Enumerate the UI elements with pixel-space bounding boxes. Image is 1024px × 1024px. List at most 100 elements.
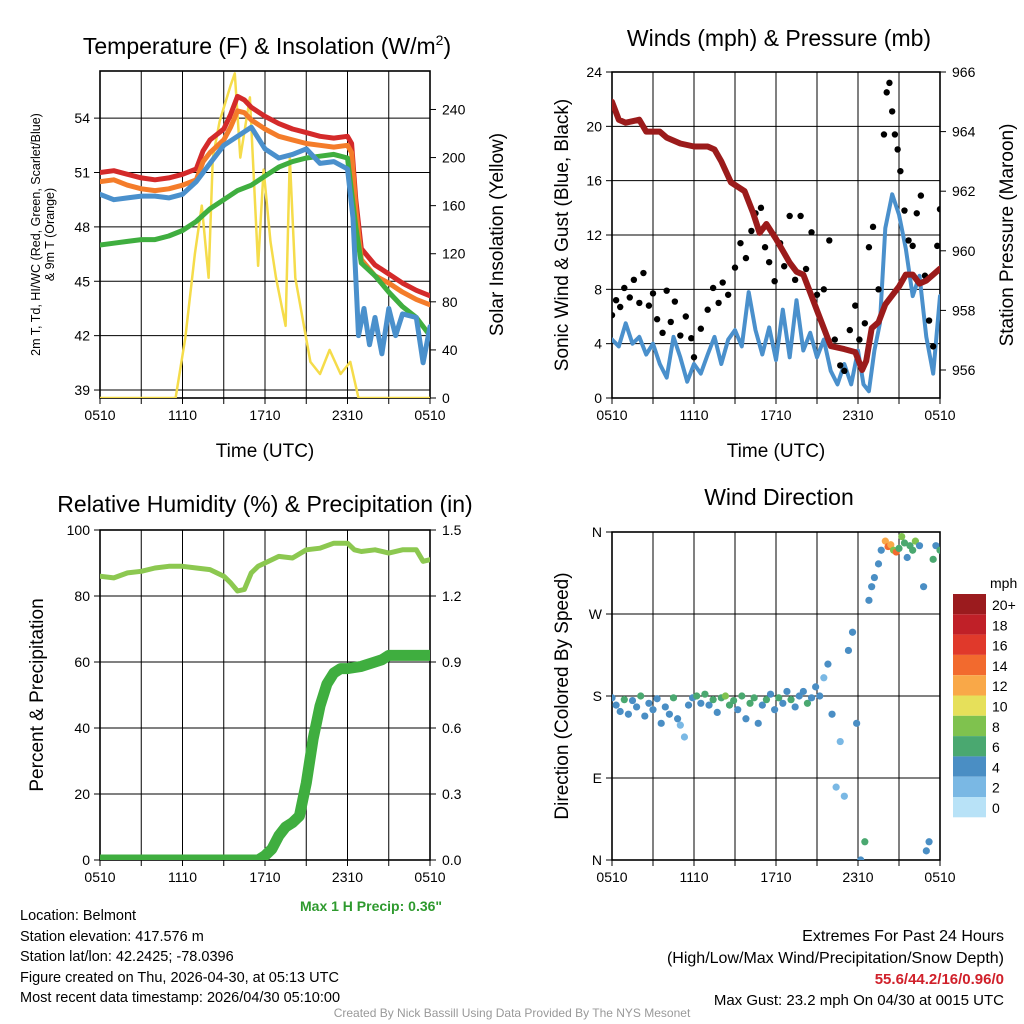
wind-direction-point: [836, 737, 844, 746]
legend-swatch: [953, 675, 986, 696]
gust-point: [659, 329, 666, 336]
y2-tick-label: 120: [442, 246, 466, 262]
x-axis-label: Time (UTC): [727, 441, 826, 462]
wind-direction-point: [787, 696, 795, 704]
gust-point: [883, 89, 890, 96]
gust-point: [820, 286, 828, 293]
chart-title: Wind Direction: [704, 484, 854, 510]
extremes-title: Extremes For Past 24 Hours: [802, 928, 1004, 945]
wind-direction-point: [766, 690, 775, 698]
wind-direction-point: [929, 555, 937, 563]
gust-point: [861, 320, 869, 327]
wind-direction-point: [633, 703, 641, 711]
legend-swatch: [953, 797, 986, 818]
gust-point: [748, 227, 755, 235]
gust-point: [653, 316, 661, 323]
legend-swatch: [953, 736, 986, 757]
x-tick-label: 1710: [249, 407, 280, 423]
y2-axis-label: Station Pressure (Maroon): [997, 124, 1018, 347]
y-tick-label: 20: [586, 118, 602, 134]
y2-tick-label: 80: [442, 294, 458, 310]
x-tick-label: 0510: [84, 407, 115, 423]
y-tick-label: 48: [74, 219, 90, 235]
y-axis-label: Percent & Precipitation: [27, 598, 48, 791]
gust-point: [621, 284, 628, 292]
y-tick-label: 51: [74, 165, 90, 181]
wind-direction-point: [840, 792, 848, 800]
wind-direction-point: [900, 539, 909, 547]
gust-point: [704, 306, 711, 313]
y2-tick-label: 240: [442, 101, 466, 117]
wind-direction-point: [828, 710, 836, 718]
wind-direction-point: [895, 544, 903, 553]
wind-direction-point: [920, 583, 928, 591]
wind-direction-point: [657, 719, 665, 727]
gust-point: [667, 318, 674, 326]
y-axis-label-line2: & 9m T (Orange): [43, 188, 57, 281]
gust-point: [690, 354, 698, 361]
wind-direction-point: [746, 699, 754, 707]
y2-tick-label: 200: [442, 150, 466, 166]
y2-axis-label: Solar Insolation (Yellow): [487, 133, 508, 336]
x-tick-label: 0510: [596, 869, 627, 885]
gust-point: [934, 242, 940, 250]
y-axis-label: Direction (Colored By Speed): [552, 572, 573, 819]
y-tick-label: 60: [74, 654, 90, 670]
gust-point: [897, 167, 904, 175]
wind-direction-point: [620, 696, 628, 704]
wind-direction-point: [665, 710, 674, 718]
plot-area: [100, 72, 430, 398]
y-tick-label: 54: [74, 110, 90, 126]
gust-point: [925, 317, 933, 324]
wind-direction-point: [865, 596, 873, 604]
wind-direction-point: [730, 696, 738, 705]
x-tick-label: 0510: [924, 407, 955, 423]
series-line-hi-wc: [100, 124, 430, 366]
wind-direction-point: [709, 696, 717, 704]
series-line-sonic-wind: [612, 192, 940, 394]
y2-tick-label: 956: [952, 362, 976, 378]
y-tick-label: 4: [594, 336, 602, 352]
legend-swatch: [953, 634, 986, 655]
y-tick-label: 42: [74, 328, 90, 344]
gust-point: [731, 264, 739, 271]
x-tick-label: 1110: [168, 869, 197, 885]
gust-point: [649, 290, 657, 297]
x-axis-label: Time (UTC): [216, 441, 315, 462]
plot-area: [612, 79, 940, 394]
gust-point: [761, 244, 769, 251]
wind-direction-point: [616, 707, 624, 716]
gust-point: [781, 263, 788, 270]
max-gust-text: Max Gust: 23.2 mph On 04/30 at 0015 UTC: [713, 991, 1004, 1009]
x-tick-label: 2310: [332, 407, 363, 423]
x-tick-label: 0510: [414, 407, 445, 423]
plot-area: [612, 532, 940, 860]
x-tick-label: 0510: [924, 869, 955, 885]
y2-tick-label: 0: [442, 390, 450, 406]
gust-point: [909, 242, 916, 250]
gust-point: [612, 311, 616, 319]
gust-point: [715, 299, 722, 307]
gust-point: [697, 325, 705, 332]
recent-data-text: Most recent data timestamp: 2026/04/30 0…: [20, 990, 341, 1006]
y-tick-label: E: [593, 770, 602, 786]
chart-title: Temperature (F) & Insolation (W/m2): [83, 32, 451, 59]
gust-point: [869, 223, 877, 231]
gust-point: [771, 277, 778, 285]
legend-label: 10: [992, 699, 1008, 715]
gust-point: [841, 367, 848, 375]
y-tick-label: N: [592, 852, 602, 868]
wind-direction-point: [870, 573, 879, 582]
location-text: Location: Belmont: [20, 908, 137, 924]
y-tick-label: 16: [586, 173, 602, 189]
credit-text: Created By Nick Bassill Using Data Provi…: [333, 1006, 691, 1020]
gust-point: [786, 212, 793, 220]
gust-point: [886, 79, 893, 87]
created-text: Figure created on Thu, 2026-04-30, at 05…: [20, 969, 339, 986]
wind-direction-point: [936, 546, 940, 554]
extremes-legend: (High/Low/Max Wind/Precipitation/Snow De…: [666, 950, 1004, 967]
legend-title: mph: [990, 575, 1017, 591]
gust-point: [612, 297, 620, 304]
legend-label: 4: [992, 759, 1000, 775]
wind-direction-point: [612, 701, 620, 709]
